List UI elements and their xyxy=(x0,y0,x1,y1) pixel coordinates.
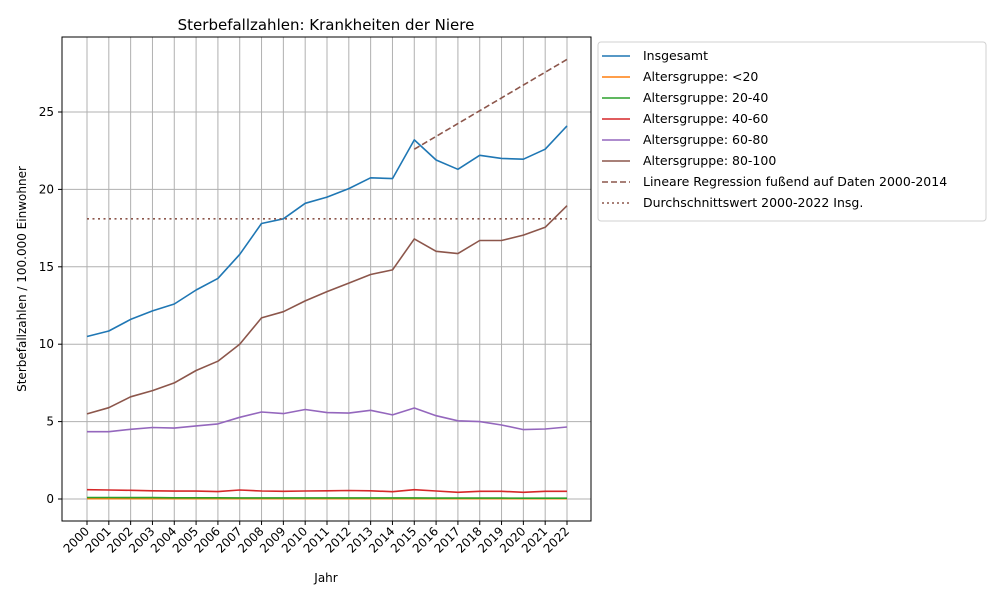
x-axis-label: Jahr xyxy=(313,571,337,585)
chart-title: Sterbefallzahlen: Krankheiten der Niere xyxy=(178,16,475,34)
series-line-altersgruppe-60-80 xyxy=(87,407,568,433)
y-tick-label: 10 xyxy=(39,337,54,351)
legend-label: Lineare Regression fußend auf Daten 2000… xyxy=(643,174,947,189)
x-tick-label: 2022 xyxy=(541,524,572,555)
series-line-lineare-regression-fu-end-auf-daten-2000-2014 xyxy=(413,58,568,150)
y-tick-label: 5 xyxy=(46,415,54,429)
y-axis-ticks: 0 5 10 15 20 25 xyxy=(39,105,62,506)
grid-lines xyxy=(62,37,591,521)
y-tick-label: 15 xyxy=(39,260,54,274)
legend-label: Altersgruppe: 40-60 xyxy=(643,111,768,126)
series-line-altersgruppe-40-60 xyxy=(86,488,567,494)
x-axis-ticks: 2000200120022003200420052006200720082009… xyxy=(61,521,572,556)
legend-label: Insgesamt xyxy=(643,48,708,63)
legend-label: Altersgruppe: 20-40 xyxy=(643,90,768,105)
series-line-insgesamt xyxy=(86,125,568,338)
legend-label: Altersgruppe: <20 xyxy=(643,69,758,84)
legend-label: Altersgruppe: 80-100 xyxy=(643,153,776,168)
legend: Insgesamt Altersgruppe: <20 Altersgruppe: … xyxy=(597,41,987,222)
series-line-altersgruppe-20-40 xyxy=(87,496,567,500)
y-tick-label: 25 xyxy=(39,105,54,119)
legend-box xyxy=(597,41,987,222)
legend-label: Durchschnittswert 2000-2022 Insg. xyxy=(643,195,863,210)
y-axis-label: Sterbefallzahlen / 100.000 Einwohner xyxy=(15,166,29,392)
y-tick-label: 20 xyxy=(39,182,54,196)
series-line-altersgruppe-80-100 xyxy=(86,205,568,415)
y-tick-label: 0 xyxy=(46,492,54,506)
legend-label: Altersgruppe: 60-80 xyxy=(643,132,768,147)
plot-lines xyxy=(86,58,568,500)
